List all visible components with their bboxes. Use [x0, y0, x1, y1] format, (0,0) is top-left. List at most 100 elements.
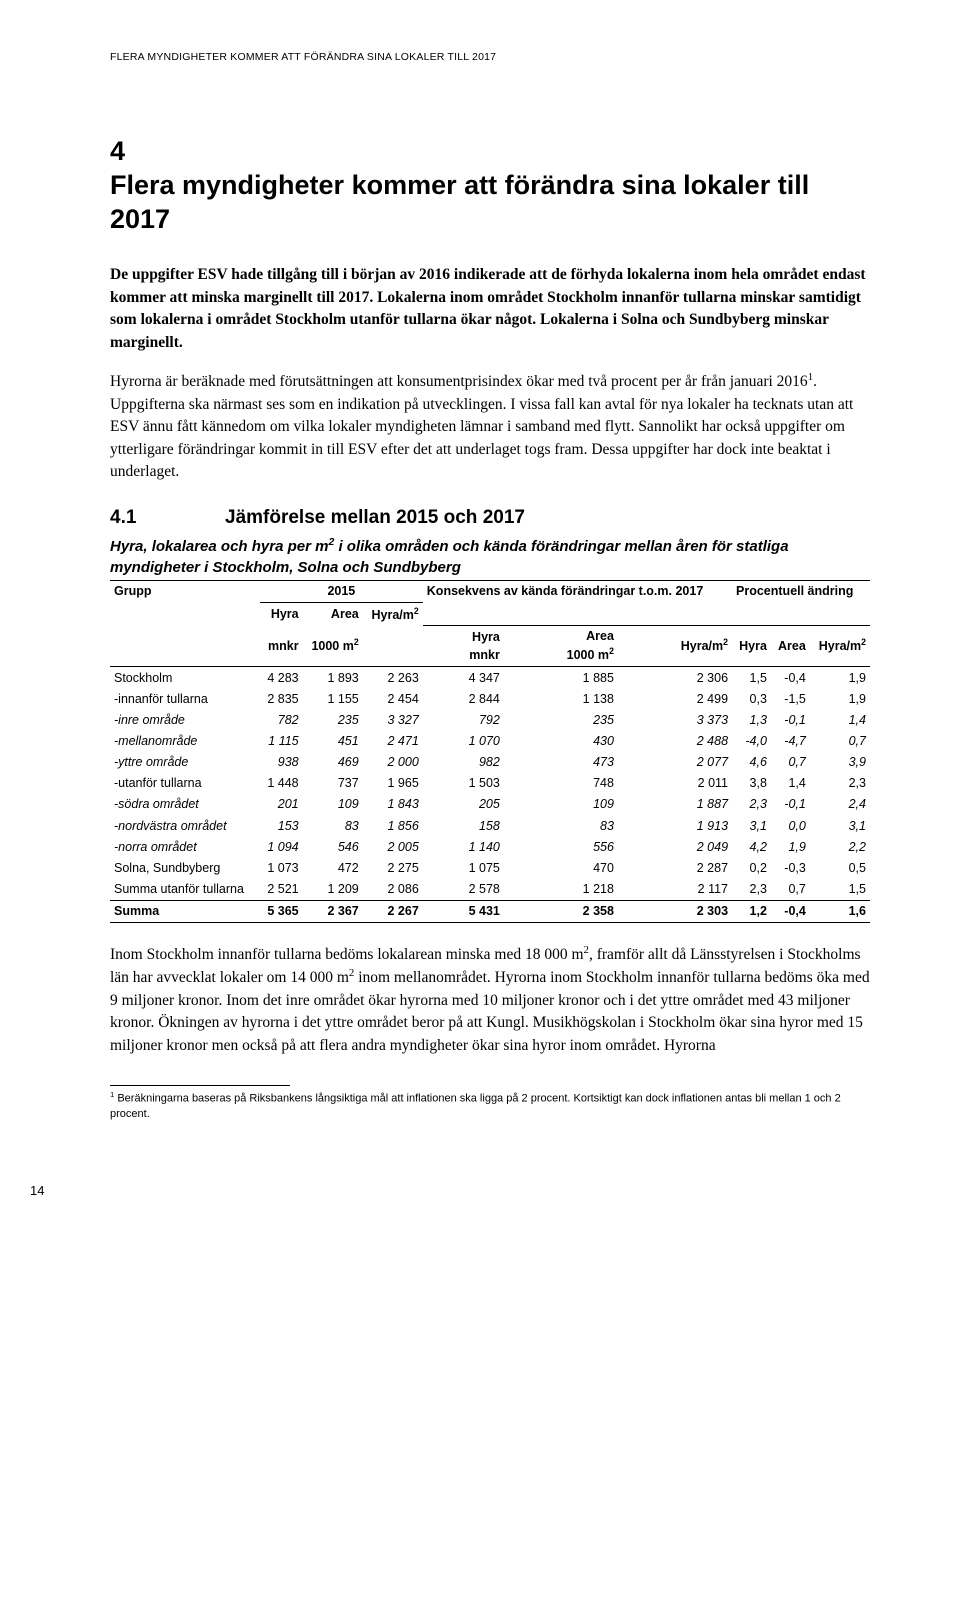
row-label: -norra området: [110, 836, 260, 857]
cell: 982: [423, 752, 504, 773]
cell: 1,9: [810, 688, 870, 709]
cell: 0,7: [771, 752, 810, 773]
cell: 0,7: [810, 731, 870, 752]
cell: -1,5: [771, 688, 810, 709]
cell: 83: [504, 815, 618, 836]
table-row: -innanför tullarna2 8351 1552 4542 8441 …: [110, 688, 870, 709]
table-row: -yttre område9384692 0009824732 0774,60,…: [110, 752, 870, 773]
row-label: -yttre område: [110, 752, 260, 773]
cell: 1,5: [810, 878, 870, 900]
cell: 470: [504, 857, 618, 878]
cell: 1 913: [618, 815, 732, 836]
cell: 201: [260, 794, 303, 815]
comparison-table: Grupp 2015 Konsekvens av kända förändrin…: [110, 580, 870, 923]
cell: 2 005: [363, 836, 423, 857]
cell: -0,4: [771, 900, 810, 922]
cell: 430: [504, 731, 618, 752]
col-group-2017: Konsekvens av kända förändringar t.o.m. …: [423, 580, 732, 625]
running-header: FLERA MYNDIGHETER KOMMER ATT FÖRÄNDRA SI…: [110, 50, 870, 65]
cell: 556: [504, 836, 618, 857]
cell: 748: [504, 773, 618, 794]
cell: 1 503: [423, 773, 504, 794]
col-hyram2-2: Hyra/m2: [618, 625, 732, 666]
cell: 1 075: [423, 857, 504, 878]
row-label: Summa: [110, 900, 260, 922]
cell: 1 887: [618, 794, 732, 815]
cell: 235: [303, 709, 363, 730]
cell: 153: [260, 815, 303, 836]
cell: 0,3: [732, 688, 771, 709]
cell: 2 267: [363, 900, 423, 922]
cell: 2 000: [363, 752, 423, 773]
col-area: Area: [303, 603, 363, 626]
cell: 5 431: [423, 900, 504, 922]
row-label: -nordvästra området: [110, 815, 260, 836]
cell: 2 521: [260, 878, 303, 900]
cell: 2 367: [303, 900, 363, 922]
cell: 2 306: [618, 667, 732, 689]
col-hyram2-3: Hyra/m2: [810, 625, 870, 666]
col-group-pct: Procentuell ändring: [732, 580, 870, 625]
cell: 1 073: [260, 857, 303, 878]
table-row: -utanför tullarna1 4487371 9651 5037482 …: [110, 773, 870, 794]
cell: 1 885: [504, 667, 618, 689]
table-row: Summa5 3652 3672 2675 4312 3582 3031,2-0…: [110, 900, 870, 922]
cell: 1 209: [303, 878, 363, 900]
cell: 792: [423, 709, 504, 730]
table-row: -nordvästra området153831 856158831 9133…: [110, 815, 870, 836]
cell: -0,1: [771, 709, 810, 730]
cell: 737: [303, 773, 363, 794]
cell: 235: [504, 709, 618, 730]
col-hyra: Hyra: [260, 603, 303, 626]
cell: 3,8: [732, 773, 771, 794]
cell: 109: [504, 794, 618, 815]
footnote: 1 Beräkningarna baseras på Riksbankens l…: [110, 1090, 870, 1121]
cell: 1 140: [423, 836, 504, 857]
footnote-rule: [110, 1085, 290, 1086]
table-caption: Hyra, lokalarea och hyra per m2 i olika …: [110, 535, 870, 578]
section-heading: 4Flera myndigheter kommer att förändra s…: [110, 135, 870, 236]
row-label: -mellanområde: [110, 731, 260, 752]
unit-mnkr: mnkr: [260, 625, 303, 666]
col-area-2: Area1000 m2: [504, 625, 618, 666]
cell: 3 327: [363, 709, 423, 730]
cell: 1 965: [363, 773, 423, 794]
subsection-title: Jämförelse mellan 2015 och 2017: [225, 507, 525, 528]
cell: 469: [303, 752, 363, 773]
table-row: -norra området1 0945462 0051 1405562 049…: [110, 836, 870, 857]
row-label: Solna, Sundbyberg: [110, 857, 260, 878]
cell: 2,4: [810, 794, 870, 815]
row-label: -innanför tullarna: [110, 688, 260, 709]
cell: 1,6: [810, 900, 870, 922]
cell: 2 303: [618, 900, 732, 922]
table-row: -mellanområde1 1154512 4711 0704302 488-…: [110, 731, 870, 752]
cell: 2,3: [732, 794, 771, 815]
cell: 1 448: [260, 773, 303, 794]
table-row: Stockholm4 2831 8932 2634 3471 8852 3061…: [110, 667, 870, 689]
cell: 5 365: [260, 900, 303, 922]
cell: 2 488: [618, 731, 732, 752]
cell: 1 138: [504, 688, 618, 709]
table-row: -inre område7822353 3277922353 3731,3-0,…: [110, 709, 870, 730]
cell: 1 070: [423, 731, 504, 752]
cell: 1,4: [771, 773, 810, 794]
cell: 4 283: [260, 667, 303, 689]
cell: 158: [423, 815, 504, 836]
cell: 2 454: [363, 688, 423, 709]
col-hyra-2: Hyramnkr: [423, 625, 504, 666]
cell: -0,4: [771, 667, 810, 689]
cell: 2 471: [363, 731, 423, 752]
cell: 938: [260, 752, 303, 773]
cell: 0,2: [732, 857, 771, 878]
cell: 1 115: [260, 731, 303, 752]
col-group: Grupp: [110, 580, 260, 666]
row-label: -södra området: [110, 794, 260, 815]
paragraph-2: Hyrorna är beräknade med förutsättningen…: [110, 370, 870, 484]
cell: 1 843: [363, 794, 423, 815]
cell: 2 358: [504, 900, 618, 922]
cell: 1 893: [303, 667, 363, 689]
cell: 3,9: [810, 752, 870, 773]
cell: 2 077: [618, 752, 732, 773]
cell: 3,1: [810, 815, 870, 836]
cell: 2,3: [810, 773, 870, 794]
